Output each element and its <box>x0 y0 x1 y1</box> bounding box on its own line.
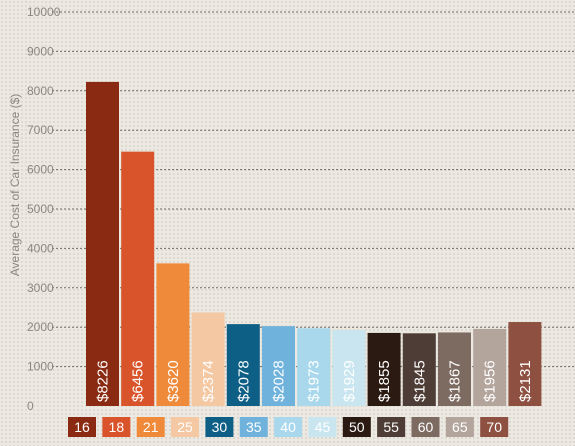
legend-swatch <box>411 417 440 437</box>
bar <box>86 81 119 406</box>
legend-label: 40 <box>280 419 296 435</box>
bar-value-label: $3620 <box>165 360 182 402</box>
bar <box>262 326 295 406</box>
y-axis-title: Average Cost of Car Insurance ($) <box>8 94 22 277</box>
legend-label: 65 <box>452 419 468 435</box>
legend-swatch <box>136 417 165 437</box>
legend-layer: 16 18 21 25 30 35 40 45 50 55 60 65 70 <box>68 417 509 437</box>
legend-swatch <box>445 417 474 437</box>
legend-label: 60 <box>418 419 434 435</box>
bar <box>226 324 260 406</box>
y-tick-label: 5000 <box>27 202 54 216</box>
bar-value-label: $2078 <box>235 360 252 402</box>
bar <box>191 312 225 406</box>
bar <box>402 333 436 406</box>
bar <box>297 328 331 406</box>
legend-swatch <box>102 417 131 437</box>
legend-label: 50 <box>349 419 365 435</box>
legend-swatch <box>308 417 337 437</box>
bar <box>508 322 542 406</box>
legend-label: 55 <box>383 419 399 435</box>
bars-layer: $8226 $6456 $3620 $2374 $2078 $2028 $1973 $1929… <box>86 81 542 406</box>
legend-label: 30 <box>212 419 228 435</box>
bar <box>121 151 155 406</box>
y-tick-label: 0 <box>27 399 34 413</box>
bar <box>156 263 190 406</box>
y-tick-label: 7000 <box>27 123 54 137</box>
bar <box>367 332 401 406</box>
bar-value-label: $2028 <box>271 360 288 402</box>
bar-value-label: $1845 <box>411 360 428 402</box>
y-tick-label: 2000 <box>27 320 54 334</box>
y-tick-label: 9000 <box>27 44 54 58</box>
y-tick-label: 6000 <box>27 163 54 177</box>
bar-value-label: $1867 <box>447 360 464 402</box>
bar <box>473 328 507 406</box>
grid-layer: 0 1000 2000 3000 4000 5000 6000 7000 8000 9000 100… <box>27 5 575 413</box>
legend-swatch <box>171 417 200 437</box>
legend-label: 25 <box>177 419 193 435</box>
y-tick-label: 8000 <box>27 84 54 98</box>
bar-value-label: $1929 <box>341 360 358 402</box>
legend-label: 18 <box>109 419 125 435</box>
y-tick-label: 1000 <box>27 360 54 374</box>
y-tick-label: 4000 <box>27 241 54 255</box>
bar-value-label: $1855 <box>376 360 393 402</box>
legend-swatch <box>342 417 371 437</box>
legend-swatch <box>274 417 303 437</box>
bar-value-label: $2131 <box>517 360 534 402</box>
bar-value-label: $1956 <box>482 360 499 402</box>
legend-label: 21 <box>143 419 159 435</box>
bar-value-label: $8226 <box>95 360 112 402</box>
legend-label: 45 <box>315 419 331 435</box>
legend-swatch <box>239 417 268 437</box>
bar-value-label: $2374 <box>200 360 217 402</box>
legend-swatch <box>68 417 96 437</box>
bar <box>438 332 471 406</box>
legend-swatch <box>377 417 406 437</box>
legend-label: 35 <box>246 419 262 435</box>
legend-label: 70 <box>486 419 502 435</box>
bar-value-label: $6456 <box>130 360 147 402</box>
legend-swatch <box>480 417 509 437</box>
bar-value-label: $1973 <box>306 360 323 402</box>
y-tick-label: 3000 <box>27 281 54 295</box>
bar <box>332 329 366 406</box>
legend-swatch <box>205 417 234 437</box>
y-tick-label: 10000 <box>27 5 61 19</box>
legend-label: 16 <box>74 419 90 435</box>
